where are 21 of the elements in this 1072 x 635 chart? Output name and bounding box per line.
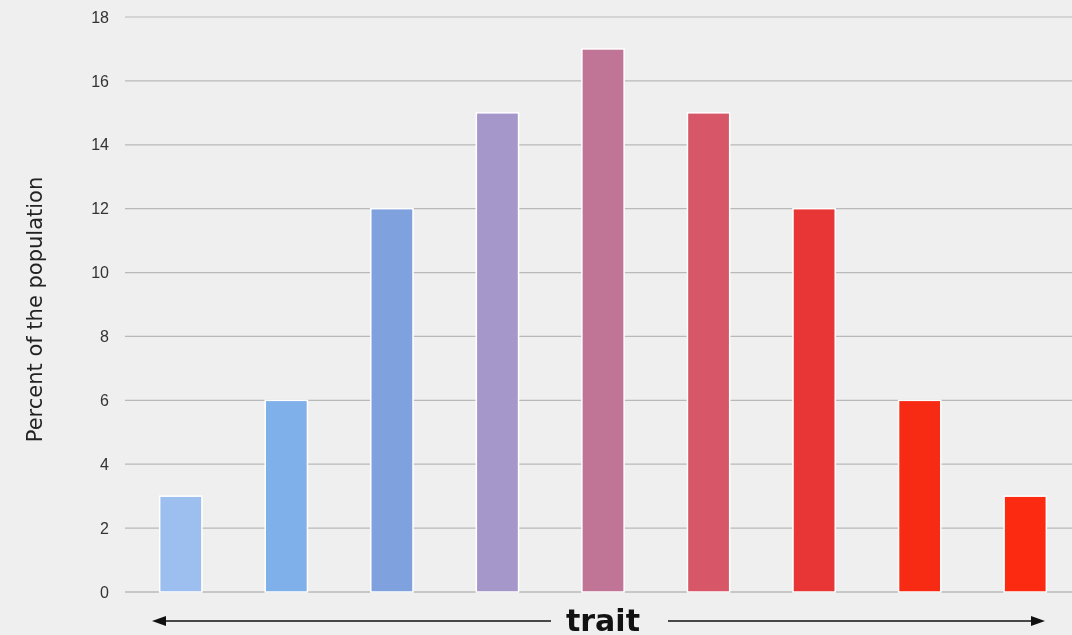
bar xyxy=(264,399,309,593)
y-tick-label: 12 xyxy=(91,200,110,218)
bar xyxy=(158,495,203,593)
bar xyxy=(370,207,414,593)
y-tick-label: 18 xyxy=(91,8,110,26)
bar xyxy=(475,112,520,593)
y-tick-label: 16 xyxy=(91,72,110,90)
y-tick-label: 8 xyxy=(100,328,110,346)
y-axis-title: Percent of the population xyxy=(23,176,47,443)
bar xyxy=(1003,495,1048,593)
y-tick-label: 14 xyxy=(91,136,110,154)
y-tick-label: 2 xyxy=(100,519,110,537)
y-tick-label: 10 xyxy=(91,264,110,282)
y-tick-label: 6 xyxy=(100,391,110,409)
bar xyxy=(897,399,942,593)
x-axis-title: trait xyxy=(565,603,641,635)
bar xyxy=(792,207,836,593)
bar xyxy=(581,48,625,593)
bar xyxy=(686,112,731,593)
y-tick-label: 4 xyxy=(100,455,110,473)
y-tick-label: 0 xyxy=(100,583,110,601)
